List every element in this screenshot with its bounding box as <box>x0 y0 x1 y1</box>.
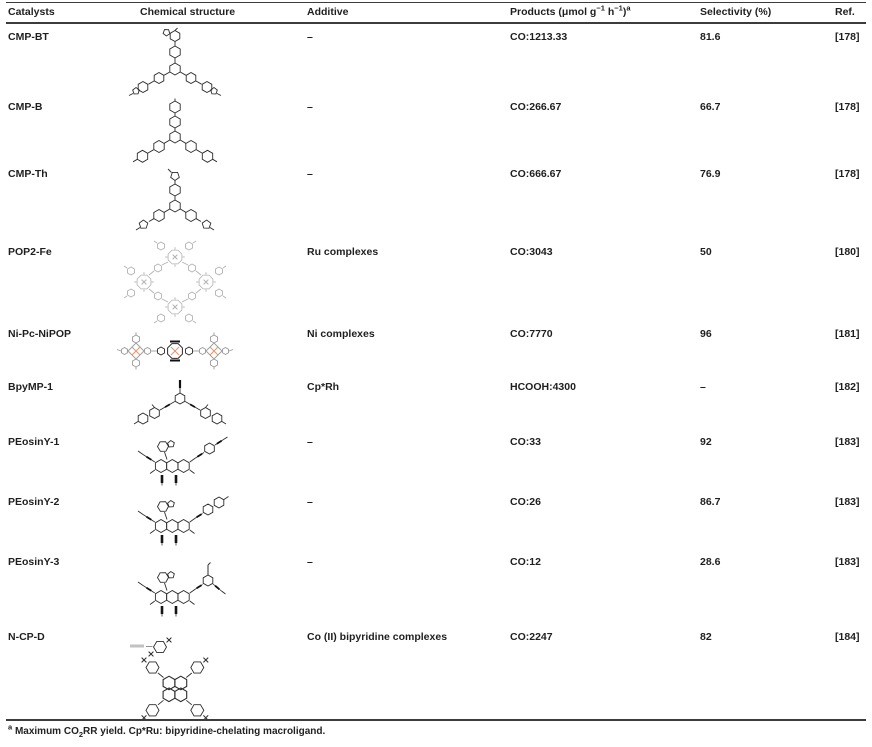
table-row: PEosinY-3 – CO:12 28.6 [183] <box>0 550 872 625</box>
reference-value: [183] <box>835 436 860 448</box>
reference-value: [181] <box>835 328 860 340</box>
selectivity-value: 76.9 <box>700 168 721 180</box>
products-value: CO:266.67 <box>510 101 562 113</box>
table-row: PEosinY-2 – CO:26 86.7 [183] <box>0 490 872 550</box>
ni-pc-nipop-structure-icon <box>116 332 234 370</box>
selectivity-value: 92 <box>700 436 712 448</box>
pop2-fe-structure-icon <box>123 240 227 324</box>
table-bottom-rule <box>6 719 866 721</box>
reference-value: [178] <box>835 168 860 180</box>
n-cp-d-structure-icon <box>130 637 209 721</box>
col-header-structure: Chemical structure <box>140 6 236 18</box>
reference-value: [183] <box>835 556 860 568</box>
col-header-products: Products (μmol g−1 h−1)a <box>510 3 631 18</box>
table-top-rule <box>6 2 866 3</box>
products-value: CO:2247 <box>510 631 553 643</box>
peosiny-3-structure-icon <box>137 562 226 617</box>
additive-value: Ni complexes <box>307 328 375 340</box>
products-value: CO:3043 <box>510 246 553 258</box>
additive-value: – <box>307 496 313 508</box>
catalyst-name: CMP-Th <box>8 168 48 180</box>
cmp-b-structure-icon <box>132 98 218 163</box>
table-row: CMP-BT – CO:1213.33 81.6 [178] <box>0 25 872 96</box>
reference-value: [180] <box>835 246 860 258</box>
reference-value: [178] <box>835 101 860 113</box>
col-header-additive: Additive <box>307 6 349 18</box>
catalyst-name: PEosinY-1 <box>8 436 60 448</box>
peosiny-2-structure-icon <box>137 496 229 546</box>
table-row: Ni-Pc-NiPOP Ni complexes CO:7770 96 [181… <box>0 322 872 375</box>
col-header-ref: Ref. <box>835 6 855 18</box>
header-divider-rule <box>6 22 866 24</box>
table-body: CMP-BT – CO:1213.33 81.6 [178] CMP-B – C… <box>0 25 872 722</box>
selectivity-value: 96 <box>700 328 712 340</box>
selectivity-value: – <box>700 381 706 393</box>
selectivity-value: 28.6 <box>700 556 721 568</box>
reference-value: [183] <box>835 496 860 508</box>
products-value: CO:33 <box>510 436 541 448</box>
selectivity-value: 50 <box>700 246 712 258</box>
catalyst-name: N-CP-D <box>8 631 45 643</box>
catalyst-name: BpyMP-1 <box>8 381 53 393</box>
table-row: BpyMP-1 Cp*Rh HCOOH:4300 – [182] <box>0 375 872 430</box>
products-value: HCOOH:4300 <box>510 381 576 393</box>
additive-value: – <box>307 168 313 180</box>
reference-value: [182] <box>835 381 860 393</box>
additive-value: – <box>307 101 313 113</box>
additive-value: – <box>307 31 313 43</box>
selectivity-value: 82 <box>700 631 712 643</box>
col-header-selectivity: Selectivity (%) <box>700 6 772 18</box>
products-value: CO:666.67 <box>510 168 562 180</box>
table-header-row: Catalysts Chemical structure Additive Pr… <box>0 0 872 24</box>
additive-value: – <box>307 556 313 568</box>
catalyst-name: CMP-BT <box>8 31 49 43</box>
products-value: CO:12 <box>510 556 541 568</box>
selectivity-value: 81.6 <box>700 31 721 43</box>
table-row: CMP-B – CO:266.67 66.7 [178] <box>0 95 872 163</box>
reference-value: [178] <box>835 31 860 43</box>
cmp-bt-structure-icon <box>128 27 222 96</box>
bpymp-1-structure-icon <box>133 380 227 425</box>
products-value: CO:1213.33 <box>510 31 568 43</box>
additive-value: Ru complexes <box>307 246 379 258</box>
selectivity-value: 66.7 <box>700 101 721 113</box>
table-row: PEosinY-1 – CO:33 92 [183] <box>0 430 872 490</box>
catalyst-name: CMP-B <box>8 101 43 113</box>
table-row: N-CP-D Co (II) bipyridine complexes CO:2… <box>0 625 872 722</box>
selectivity-value: 86.7 <box>700 496 721 508</box>
products-value: CO:7770 <box>510 328 553 340</box>
additive-value: Cp*Rh <box>307 381 340 393</box>
additive-value: Co (II) bipyridine complexes <box>307 631 448 643</box>
catalyst-name: PEosinY-2 <box>8 496 60 508</box>
catalyst-name: PEosinY-3 <box>8 556 60 568</box>
table-footnote: a Maximum CO2RR yield. Cp*Ru: bipyridine… <box>8 722 326 739</box>
catalyst-name: Ni-Pc-NiPOP <box>8 328 72 340</box>
col-header-catalysts: Catalysts <box>8 6 55 18</box>
reference-value: [184] <box>835 631 860 643</box>
products-value: CO:26 <box>510 496 541 508</box>
cmp-th-structure-icon <box>135 168 215 231</box>
additive-value: – <box>307 436 313 448</box>
table-row: CMP-Th – CO:666.67 76.9 [178] <box>0 162 872 240</box>
peosiny-1-structure-icon <box>137 436 228 486</box>
table-row: POP2-Fe Ru complexes CO:3043 50 [180] <box>0 240 872 324</box>
catalyst-name: POP2-Fe <box>8 246 52 258</box>
